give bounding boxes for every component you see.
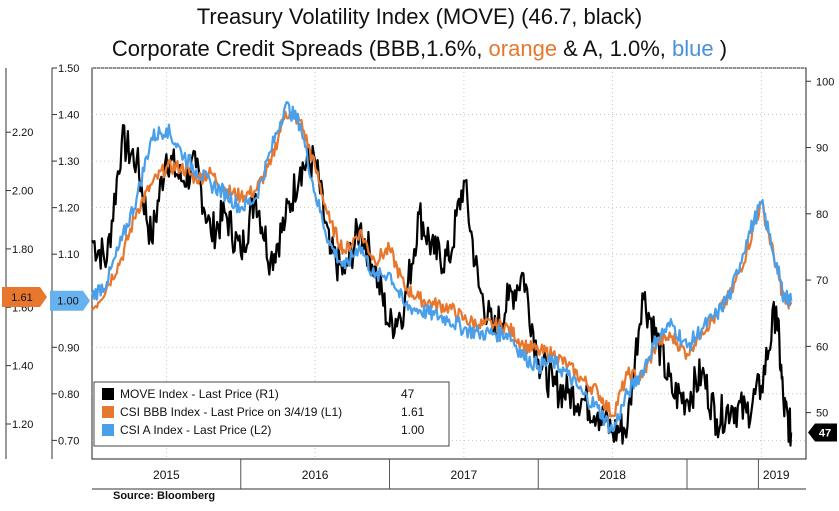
title-part-orange: orange	[488, 36, 558, 61]
source-note: Source: Bloomberg	[113, 490, 216, 502]
title-part-blue: blue	[672, 36, 714, 61]
title-part: & A, 1.0%,	[557, 36, 673, 61]
y-tick-label-r1: 50	[816, 408, 828, 420]
x-tick-label: 2017	[451, 468, 478, 482]
last-value-tag-l2	[50, 290, 90, 311]
legend-value: 47	[401, 387, 415, 401]
y-tick-label-l1: 1.40	[12, 361, 33, 373]
series-line-2	[90, 101, 793, 434]
legend-value: 1.00	[401, 423, 425, 437]
chart-title-line1: Treasury Volatility Index (MOVE) (46.7, …	[196, 4, 643, 29]
y-tick-label-l2: 0.90	[58, 342, 79, 354]
legend-label: MOVE Index - Last Price (R1)	[120, 387, 279, 401]
last-value-tag-l2-label: 1.00	[57, 296, 78, 308]
x-tick-label: 2018	[599, 468, 626, 482]
legend-value: 1.61	[401, 405, 425, 419]
legend-label: CSI BBB Index - Last Price on 3/4/19 (L1…	[120, 405, 342, 419]
y-tick-label-l2: 1.10	[58, 249, 79, 261]
y-tick-label-l1: 1.80	[12, 244, 33, 256]
title-part: )	[713, 36, 728, 61]
y-tick-label-r1: 100	[816, 76, 834, 88]
y-tick-label-l2: 1.20	[58, 203, 79, 215]
series-line-1	[91, 110, 793, 418]
series-line-0	[91, 124, 793, 447]
y-tick-label-l1: 2.20	[12, 127, 33, 139]
last-value-tag-r1	[808, 423, 837, 442]
x-tick-label: 2015	[153, 468, 180, 482]
chart-title-line2: Corporate Credit Spreads (BBB,1.6%, oran…	[0, 36, 839, 62]
y-tick-label-r1: 60	[816, 341, 828, 353]
y-tick-label-l1: 2.00	[12, 186, 33, 198]
y-tick-label-l2: 0.70	[58, 435, 79, 447]
y-tick-label-l1: 1.20	[12, 419, 33, 431]
x-tick-label: 2016	[302, 468, 329, 482]
y-tick-label-l2: 1.40	[58, 110, 79, 122]
x-tick-label: 2019	[763, 468, 790, 482]
legend-swatch	[102, 388, 114, 400]
legend-swatch	[102, 406, 114, 418]
y-tick-label-l2: 0.80	[58, 389, 79, 401]
legend-swatch	[102, 424, 114, 436]
last-value-tag-r1-label: 47	[819, 427, 831, 439]
y-tick-label-l2: 1.50	[58, 63, 79, 75]
last-value-tag-l1	[2, 287, 47, 307]
last-value-tag-l1-label: 1.61	[11, 292, 32, 304]
legend-box	[93, 381, 450, 447]
y-tick-label-l2: 1.30	[58, 156, 79, 168]
y-tick-label-r1: 80	[816, 209, 828, 221]
title-part: Corporate Credit Spreads (BBB,1.6%,	[111, 36, 489, 61]
y-tick-label-r1: 90	[816, 143, 828, 155]
legend-label: CSI A Index - Last Price (L2)	[120, 423, 271, 437]
y-tick-label-r1: 70	[816, 275, 828, 287]
